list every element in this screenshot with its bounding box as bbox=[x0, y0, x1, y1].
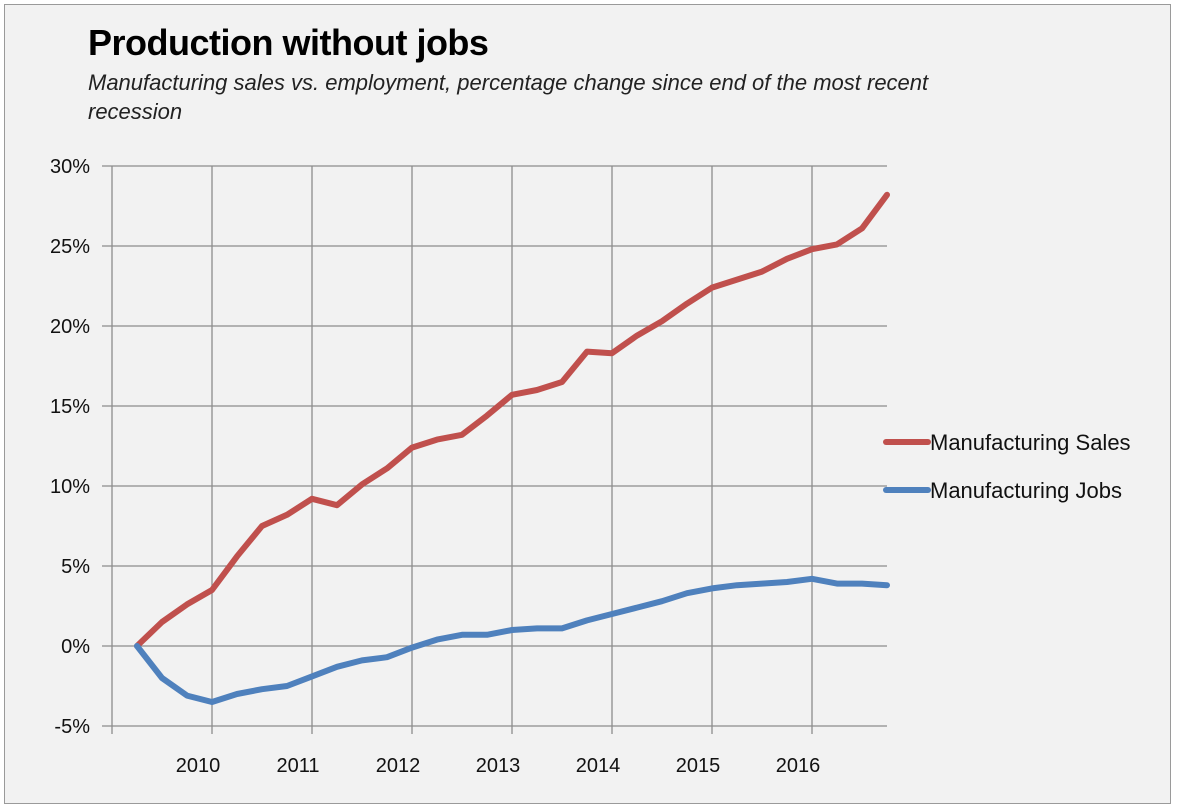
y-tick-label: 25% bbox=[50, 236, 90, 258]
series-line-jobs bbox=[134, 575, 890, 705]
legend-label: Manufacturing Sales bbox=[930, 430, 1131, 455]
x-tick-label: 2013 bbox=[476, 755, 521, 777]
x-tick-label: 2016 bbox=[776, 755, 821, 777]
x-tick-label: 2011 bbox=[276, 755, 319, 777]
y-tick-label: 10% bbox=[50, 476, 90, 498]
x-tick-label: 2014 bbox=[576, 755, 621, 777]
series-line-sales bbox=[134, 191, 890, 649]
series-lines bbox=[134, 191, 890, 705]
y-tick-label: 20% bbox=[50, 316, 90, 338]
chart-frame bbox=[4, 4, 1171, 804]
chart-subtitle: Manufacturing sales vs. employment, perc… bbox=[88, 70, 929, 124]
y-tick-label: 5% bbox=[61, 556, 90, 578]
x-tick-label: 2012 bbox=[376, 755, 421, 777]
y-tick-label: -5% bbox=[54, 716, 90, 738]
gridlines bbox=[102, 165, 887, 734]
legend: Manufacturing Sales Manufacturing Jobs bbox=[883, 430, 1131, 503]
y-tick-label: 30% bbox=[50, 156, 90, 178]
x-tick-label: 2015 bbox=[676, 755, 721, 777]
y-tick-label: 0% bbox=[61, 636, 90, 658]
chart-title: Production without jobs bbox=[88, 22, 489, 63]
legend-label: Manufacturing Jobs bbox=[930, 478, 1122, 503]
x-tick-label: 2010 bbox=[176, 755, 221, 777]
tick-labels: -5% 0% 5% 10% 15% 20% 25% 30% 2010 2011 2012 2013 20… bbox=[50, 156, 820, 777]
y-tick-label: 15% bbox=[50, 396, 90, 418]
